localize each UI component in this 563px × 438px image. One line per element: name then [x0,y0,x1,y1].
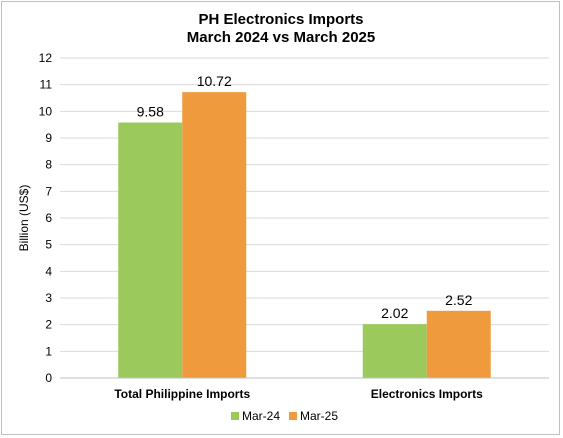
legend: Mar-24 Mar-25 [231,409,338,423]
bar-mar-24-1 [362,324,427,378]
y-tick-label: 12 [39,51,53,65]
y-tick-label: 1 [45,344,52,358]
y-tick-label: 9 [45,131,52,145]
bar-mar-25-1 [426,310,491,378]
y-tick-label: 0 [45,371,52,385]
legend-label: Mar-25 [300,409,338,423]
y-tick-label: 5 [45,238,52,252]
data-labels: 9.58 10.72 2.02 2.52 [137,73,473,321]
chart-title-line-2: March 2024 vs March 2025 [187,29,375,46]
bar-mar-25-0 [182,92,247,378]
y-tick-label: 4 [45,264,52,278]
y-tick-label: 7 [45,184,52,198]
legend-swatch-mar-25 [289,412,297,420]
bar-mar-24-0 [118,122,183,379]
bars [118,92,491,379]
y-tick-label: 10 [39,104,53,118]
y-axis-label: Billion (US$) [17,185,31,252]
category-label: Electronics Imports [371,387,483,401]
data-label: 2.52 [445,292,472,308]
y-tick-label: 8 [45,158,52,172]
data-label: 9.58 [137,104,164,120]
y-tick-label: 6 [45,211,52,225]
y-tick-label: 3 [45,291,52,305]
legend-label: Mar-24 [242,409,280,423]
data-label: 2.02 [381,305,408,321]
chart-title-line-1: PH Electronics Imports [198,11,363,28]
y-tick-label: 11 [40,78,53,92]
legend-swatch-mar-24 [231,412,239,420]
data-label: 10.72 [197,73,232,89]
category-labels: Total Philippine Imports Electronics Impo… [114,387,483,401]
y-tick-label: 2 [45,318,52,332]
category-label: Total Philippine Imports [114,387,250,401]
